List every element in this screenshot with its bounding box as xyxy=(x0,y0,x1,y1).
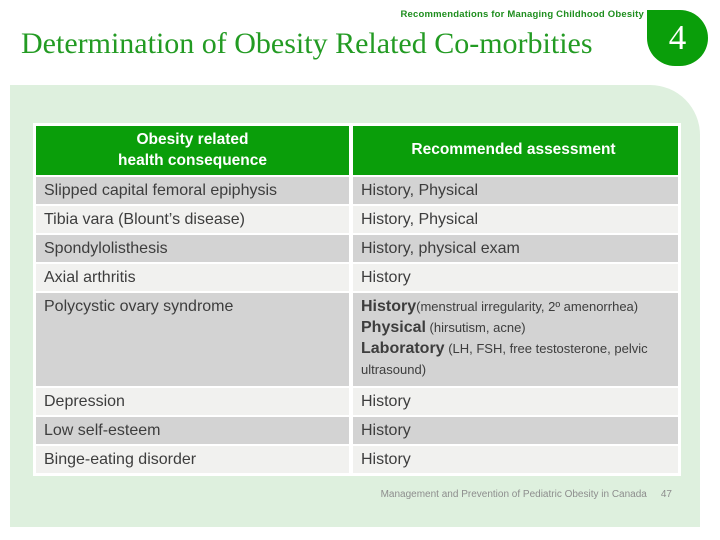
table-row: Binge-eating disorder History xyxy=(36,446,678,473)
assessment-line: History, Physical xyxy=(361,180,478,201)
assessment-lead: History xyxy=(361,298,417,315)
assessment-lead: Laboratory xyxy=(361,340,445,357)
table-row: Spondylolisthesis History, physical exam xyxy=(36,235,678,262)
condition-cell: Binge-eating disorder xyxy=(36,446,349,473)
assessment-cell: History, Physical xyxy=(353,206,678,233)
assessment-line: History xyxy=(361,420,411,441)
table-header-row: Obesity related health consequence Recom… xyxy=(36,126,678,175)
table-row: Tibia vara (Blount’s disease) History, P… xyxy=(36,206,678,233)
table-row: Slipped capital femoral epiphysis Histor… xyxy=(36,177,678,204)
comorbidity-table: Obesity related health consequence Recom… xyxy=(33,123,681,476)
condition-cell: Spondylolisthesis xyxy=(36,235,349,262)
condition-cell: Slipped capital femoral epiphysis xyxy=(36,177,349,204)
assessment-cell: History xyxy=(353,417,678,444)
table-row: Low self-esteem History xyxy=(36,417,678,444)
assessment-detail: History xyxy=(361,451,411,468)
condition-cell: Tibia vara (Blount’s disease) xyxy=(36,206,349,233)
condition-cell: Low self-esteem xyxy=(36,417,349,444)
table-row: Depression History xyxy=(36,388,678,415)
table-row: Polycystic ovary syndrome History(menstr… xyxy=(36,293,678,386)
footer-page-number: 47 xyxy=(660,489,672,500)
header-condition-line2: health consequence xyxy=(117,151,267,169)
assessment-line: History, physical exam xyxy=(361,238,520,259)
assessment-cell: History xyxy=(353,388,678,415)
assessment-detail: (hirsutism, acne) xyxy=(425,320,526,335)
assessment-line: History xyxy=(361,391,411,412)
condition-cell: Polycystic ovary syndrome xyxy=(36,293,349,386)
footer: Management and Prevention of Pediatric O… xyxy=(381,489,672,500)
assessment-line: History xyxy=(361,449,411,470)
assessment-detail: History xyxy=(361,269,411,286)
header-cell-assessment: Recommended assessment xyxy=(353,126,678,175)
assessment-detail: History xyxy=(361,393,411,410)
footer-text: Management and Prevention of Pediatric O… xyxy=(380,489,647,500)
slide-number: 4 xyxy=(668,18,687,57)
assessment-line: History xyxy=(361,267,411,288)
page-title: Determination of Obesity Related Co-morb… xyxy=(21,27,593,60)
assessment-lead: Physical xyxy=(361,319,426,336)
slide-number-badge: 4 xyxy=(647,10,708,66)
assessment-cell: History xyxy=(353,446,678,473)
header-cell-condition: Obesity related health consequence xyxy=(36,126,349,175)
assessment-detail: (menstrual irregularity, 2º amenorrhea) xyxy=(416,299,639,314)
assessment-detail: History, physical exam xyxy=(361,240,520,257)
assessment-cell: History xyxy=(353,264,678,291)
condition-cell: Axial arthritis xyxy=(36,264,349,291)
header-assessment-label: Recommended assessment xyxy=(411,141,616,159)
slide-eyebrow: Recommendations for Managing Childhood O… xyxy=(400,9,644,20)
table-row: Axial arthritis History xyxy=(36,264,678,291)
assessment-line: Laboratory (LH, FSH, free testosterone, … xyxy=(361,338,674,380)
assessment-detail: History, Physical xyxy=(361,182,479,199)
assessment-detail: (LH, FSH, free testosterone, pelvic ultr… xyxy=(361,341,648,377)
assessment-line: History(menstrual irregularity, 2º ameno… xyxy=(361,296,638,317)
assessment-line: Physical (hirsutism, acne) xyxy=(361,317,526,338)
assessment-detail: History, Physical xyxy=(361,211,479,228)
assessment-cell: History, Physical xyxy=(353,177,678,204)
assessment-line: History, Physical xyxy=(361,209,478,230)
assessment-cell: History, physical exam xyxy=(353,235,678,262)
assessment-detail: History xyxy=(361,422,411,439)
content-panel: Obesity related health consequence Recom… xyxy=(10,85,700,527)
assessment-cell: History(menstrual irregularity, 2º ameno… xyxy=(353,293,678,386)
header-condition-line1: Obesity related xyxy=(136,131,249,149)
condition-cell: Depression xyxy=(36,388,349,415)
